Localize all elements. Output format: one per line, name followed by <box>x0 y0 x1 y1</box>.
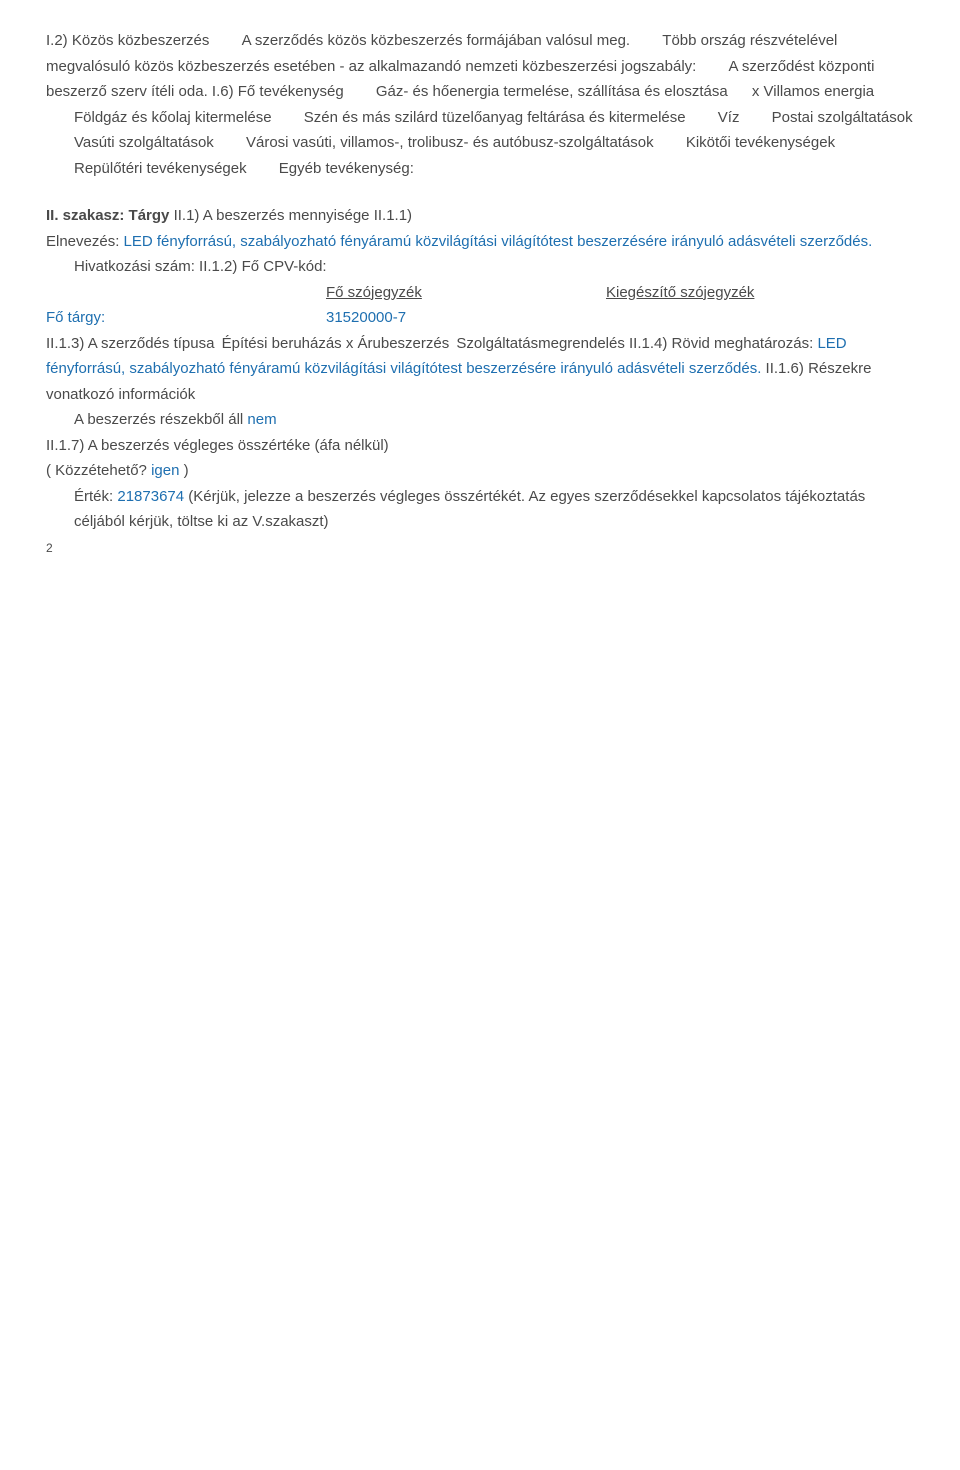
kozzeteheto-value: igen <box>151 462 179 479</box>
section-i2-line1: A szerződés közös közbeszerzés formájába… <box>242 32 631 49</box>
section-ii-heading: II. szakasz: Tárgy <box>46 207 169 224</box>
contract-type-item: Szolgáltatásmegrendelés <box>456 335 624 352</box>
section-i6-item: x Villamos energia <box>752 83 874 100</box>
section-ii-1-2: II.1.2) Fő CPV-kód: <box>199 258 327 275</box>
kozzeteheto-label: ( Közzétehető? <box>46 462 151 479</box>
section-i6-item: Városi vasúti, villamos-, trolibusz- és … <box>246 134 654 151</box>
section-ii-1-4: II.1.4) Rövid meghatározás: <box>629 335 813 352</box>
section-i6-item: Kikötői tevékenységek <box>686 134 835 151</box>
section-ii-1-1: II.1.1) <box>374 207 412 224</box>
cpv-kieg-header: Kiegészítő szójegyzék <box>606 280 754 306</box>
section-i6-item: Egyéb tevékenység: <box>279 160 414 177</box>
elnevezes-row: Elnevezés: LED fényforrású, szabályozhat… <box>46 229 914 255</box>
kozzeteheto-close: ) <box>179 462 188 479</box>
section-ii-1-7: II.1.7) A beszerzés végleges összértéke … <box>46 437 389 454</box>
section-i6-item: Vasúti szolgáltatások <box>74 134 214 151</box>
contract-type-item: Építési beruházás <box>222 335 342 352</box>
section-i6-item: Víz <box>718 109 740 126</box>
section-i2-heading: I.2) Közös közbeszerzés <box>46 32 209 49</box>
cpv-fo-header: Fő szójegyzék <box>326 280 606 306</box>
section-i6-heading: I.6) Fő tevékenység <box>212 83 344 100</box>
hivatkozasi-szam: Hivatkozási szám: <box>74 258 195 275</box>
contract-type-item: x Árubeszerzés <box>346 335 449 352</box>
reszek-row: A beszerzés részekből áll nem <box>74 407 914 433</box>
page-number: 2 <box>46 541 53 555</box>
ertek-value: 21873674 <box>117 488 184 505</box>
elnevezes-label: Elnevezés: <box>46 233 124 250</box>
fo-targy-label: Fő tárgy: <box>46 305 326 331</box>
section-i6-item: Földgáz és kőolaj kitermelése <box>74 109 272 126</box>
fo-targy-value: 31520000-7 <box>326 305 606 331</box>
section-ii-1-3: II.1.3) A szerződés típusa <box>46 335 214 352</box>
cpv-value-row: Fő tárgy: 31520000-7 <box>46 305 914 331</box>
reszek-label: A beszerzés részekből áll <box>74 411 247 428</box>
ertek-tail: (Kérjük, jelezze a beszerzés végleges ös… <box>74 488 865 531</box>
section-ii-1: II.1) A beszerzés mennyisége <box>174 207 370 224</box>
section-i6-item: Szén és más szilárd tüzelőanyag feltárás… <box>304 109 686 126</box>
ertek-row: Érték: 21873674 (Kérjük, jelezze a besze… <box>74 484 914 535</box>
ertek-label: Érték: <box>74 488 117 505</box>
cpv-header-row: Fő szójegyzék Kiegészítő szójegyzék <box>46 280 914 306</box>
section-i6-item: Repülőtéri tevékenységek <box>74 160 247 177</box>
kozzeteheto-row: ( Közzétehető? igen ) <box>46 458 914 484</box>
section-i6-item: Postai szolgáltatások <box>772 109 913 126</box>
elnevezes-value: LED fényforrású, szabályozható fényáramú… <box>124 233 873 250</box>
section-i6-item: Gáz- és hőenergia termelése, szállítása … <box>376 83 728 100</box>
reszek-value: nem <box>247 411 276 428</box>
